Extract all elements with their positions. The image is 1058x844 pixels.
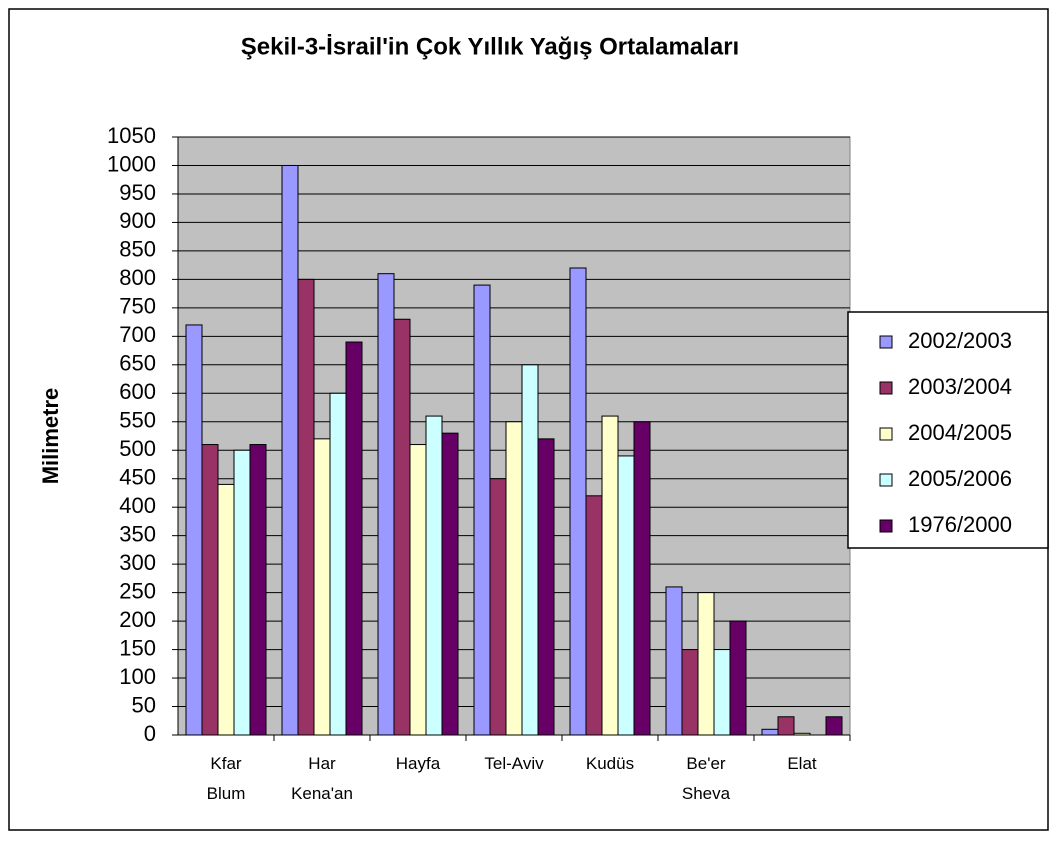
bar	[393, 318, 411, 736]
y-tick-label: 550	[119, 408, 156, 433]
legend-label: 2002/2003	[908, 328, 1012, 353]
y-tick-label: 200	[119, 607, 156, 632]
bar	[537, 438, 555, 736]
bar	[345, 341, 363, 736]
bar	[297, 278, 315, 736]
bar	[761, 728, 779, 736]
y-tick-label: 250	[119, 578, 156, 603]
bar	[249, 444, 267, 736]
legend-label: 2003/2004	[908, 374, 1012, 399]
bar	[777, 716, 795, 736]
bar	[409, 444, 427, 736]
y-axis-label: Milimetre	[38, 388, 63, 485]
chart-title: Şekil-3-İsrail'in Çok Yıllık Yağış Ortal…	[241, 33, 739, 60]
x-tick-label: Be'er Sheva	[682, 754, 731, 803]
y-tick-label: 750	[119, 294, 156, 319]
y-tick-label: 650	[119, 351, 156, 376]
y-tick-label: 100	[119, 664, 156, 689]
legend-swatch	[879, 335, 893, 349]
legend-label: 2005/2006	[908, 466, 1012, 491]
legend-label: 2004/2005	[908, 420, 1012, 445]
bar	[729, 620, 747, 736]
bar	[201, 444, 219, 736]
y-tick-label: 600	[119, 379, 156, 404]
y-tick-label: 400	[119, 493, 156, 518]
bar	[521, 364, 539, 736]
bar	[633, 421, 651, 736]
bar	[185, 324, 203, 736]
y-tick-label: 800	[119, 265, 156, 290]
bar	[281, 164, 299, 736]
y-tick-label: 700	[119, 322, 156, 347]
x-tick-label: Elat	[787, 754, 817, 773]
y-tick-label: 900	[119, 208, 156, 233]
y-tick-label: 950	[119, 180, 156, 205]
bar	[617, 455, 635, 736]
bar	[793, 732, 811, 736]
y-tick-label: 500	[119, 436, 156, 461]
x-tick-label: Har Kena'an	[291, 754, 353, 803]
legend-label: 1976/2000	[908, 512, 1012, 537]
bar	[377, 273, 395, 736]
bar	[681, 649, 699, 736]
bar	[697, 592, 715, 736]
bar	[713, 649, 731, 736]
legend-swatch	[879, 381, 893, 395]
bar	[441, 432, 459, 736]
x-tick-label: Kfar Blum	[207, 754, 246, 803]
y-tick-label: 850	[119, 237, 156, 262]
y-tick-label: 1000	[107, 151, 156, 176]
legend-swatch	[879, 519, 893, 533]
bar	[601, 415, 619, 736]
bar	[489, 478, 507, 736]
bar	[473, 284, 491, 736]
bar	[825, 716, 843, 736]
x-tick-label: Tel-Aviv	[484, 754, 544, 773]
bar	[425, 415, 443, 736]
y-tick-label: 300	[119, 550, 156, 575]
x-tick-label: Hayfa	[396, 754, 441, 773]
y-tick-label: 450	[119, 465, 156, 490]
y-tick-label: 50	[132, 692, 156, 717]
y-tick-label: 350	[119, 521, 156, 546]
x-tick-label: Kudüs	[586, 754, 634, 773]
bar	[665, 586, 683, 736]
bar	[585, 495, 603, 736]
bar	[569, 267, 587, 736]
bar	[217, 483, 235, 736]
bar	[313, 438, 331, 736]
legend-swatch	[879, 427, 893, 441]
y-tick-label: 1050	[107, 123, 156, 148]
bar	[233, 449, 251, 736]
bar	[505, 421, 523, 736]
y-tick-label: 150	[119, 635, 156, 660]
legend-swatch	[879, 473, 893, 487]
bar	[329, 392, 347, 736]
y-tick-label: 0	[144, 721, 156, 746]
